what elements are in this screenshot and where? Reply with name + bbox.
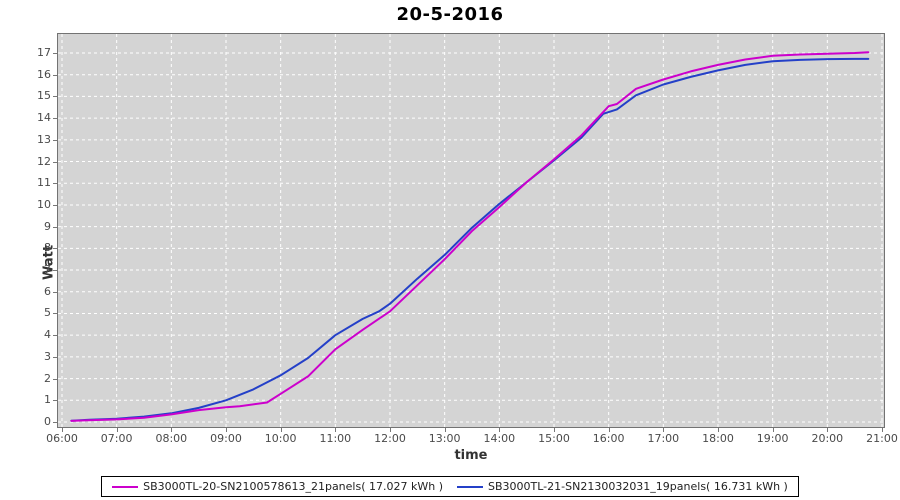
- legend-frame: SB3000TL-20-SN2100578613_21panels( 17.02…: [101, 476, 799, 497]
- x-tick-label: 17:00: [647, 432, 680, 445]
- x-tick-label: 19:00: [756, 432, 789, 445]
- y-tick-label: 6: [44, 284, 51, 298]
- series-line-sb3000tl-20: [70, 51, 870, 422]
- x-tickmark: [827, 428, 829, 432]
- x-tickmark: [335, 428, 337, 432]
- x-tick-label: 15:00: [538, 432, 570, 445]
- x-tick-label: 10:00: [264, 432, 297, 445]
- legend-item-sb3000tl-21: SB3000TL-21-SN2130032031_19panels( 16.73…: [457, 480, 788, 493]
- y-tick-label: 5: [44, 306, 51, 320]
- y-tick-label: 2: [44, 371, 51, 385]
- x-tick-label: 14:00: [483, 432, 516, 445]
- x-tick-label: 18:00: [702, 432, 734, 445]
- y-tickmark: [53, 356, 57, 358]
- y-tick-label: 3: [44, 349, 51, 363]
- y-tick-label: 7: [44, 263, 51, 277]
- y-tickmark: [53, 378, 57, 380]
- y-tickmark: [53, 53, 57, 54]
- x-tick-label: 08:00: [155, 432, 188, 445]
- x-axis-title: time: [454, 448, 488, 463]
- x-tick-label: 07:00: [100, 432, 133, 445]
- y-tick-label: 10: [37, 197, 51, 211]
- x-tickmark: [718, 428, 719, 432]
- y-tickmark: [53, 400, 57, 402]
- x-tickmark: [772, 428, 774, 432]
- y-tickmark: [53, 270, 57, 272]
- x-tickmark: [499, 428, 501, 432]
- y-tick-label: 15: [37, 89, 51, 103]
- y-tickmark: [53, 204, 57, 206]
- x-tickmark: [444, 428, 446, 432]
- x-tickmark: [554, 428, 555, 432]
- y-tickmark: [53, 313, 57, 315]
- x-tickmark: [280, 428, 282, 432]
- x-tickmark: [62, 428, 63, 432]
- y-tick-label: 13: [37, 132, 51, 146]
- y-tick-label: 12: [37, 154, 51, 168]
- y-tick-label: 14: [37, 111, 51, 125]
- legend: SB3000TL-20-SN2100578613_21panels( 17.02…: [0, 476, 900, 497]
- plot-background: [57, 33, 885, 428]
- y-tickmark: [53, 161, 57, 163]
- legend-item-sb3000tl-20: SB3000TL-20-SN2100578613_21panels( 17.02…: [112, 480, 443, 493]
- x-tickmark: [882, 428, 883, 432]
- chart-title: 20-5-2016: [396, 4, 504, 25]
- x-tickmark: [608, 428, 610, 432]
- x-tick-label: 16:00: [592, 432, 625, 445]
- plot-canvas: [57, 33, 885, 428]
- y-tick-label: 0: [44, 415, 51, 428]
- y-tickmark: [53, 291, 57, 293]
- x-tick-label: 13:00: [428, 432, 461, 445]
- x-tick-label: 12:00: [374, 432, 406, 445]
- y-tick-label: 9: [44, 219, 51, 233]
- y-tickmark: [53, 335, 57, 337]
- x-tickmark: [116, 428, 118, 432]
- y-tickmark: [53, 226, 57, 228]
- plot-area: Watt: [42, 33, 885, 428]
- legend-line-swatch-magenta: [112, 485, 139, 488]
- x-tick-label: 20:00: [811, 432, 844, 445]
- legend-line-swatch-blue: [457, 485, 483, 488]
- y-tickmark: [53, 118, 57, 120]
- y-tickmark: [53, 183, 57, 185]
- legend-label: SB3000TL-20-SN2100578613_21panels( 17.02…: [143, 480, 443, 493]
- x-tick-label: 11:00: [319, 432, 352, 445]
- y-tickmark: [53, 248, 57, 250]
- y-tick-label: 17: [37, 46, 51, 59]
- y-tick-label: 8: [44, 241, 51, 255]
- x-tickmark: [171, 428, 173, 432]
- y-tickmark: [53, 422, 57, 423]
- legend-label: SB3000TL-21-SN2130032031_19panels( 16.73…: [488, 480, 788, 493]
- y-tick-label: 11: [37, 176, 51, 190]
- x-tickmark: [663, 428, 665, 432]
- x-tick-label: 21:00: [866, 432, 898, 445]
- y-tick-label: 4: [44, 328, 51, 342]
- plot-border: [57, 33, 885, 428]
- y-tickmark: [53, 74, 57, 76]
- y-tickmark: [53, 139, 57, 141]
- series-line-sb3000tl-21: [70, 57, 870, 422]
- y-tickmark: [53, 96, 57, 98]
- x-tickmark: [226, 428, 227, 432]
- x-tick-label: 09:00: [210, 432, 242, 445]
- x-tick-label: 06:00: [46, 432, 78, 445]
- y-tick-label: 1: [44, 393, 51, 407]
- y-tick-label: 16: [37, 67, 51, 81]
- x-tickmark: [390, 428, 391, 432]
